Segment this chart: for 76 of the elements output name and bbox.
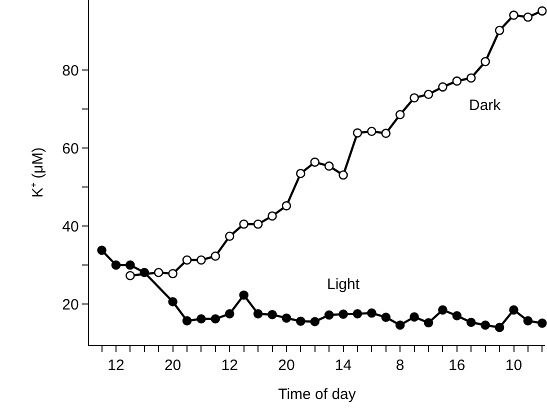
x-tick-label: 16 — [448, 357, 466, 374]
point — [480, 56, 490, 66]
series-label: Light — [327, 276, 360, 293]
point — [410, 312, 419, 322]
point — [480, 320, 490, 330]
point — [268, 310, 277, 320]
point — [466, 318, 476, 328]
point — [367, 308, 376, 318]
point — [509, 10, 518, 20]
point — [224, 232, 234, 241]
point — [523, 12, 533, 22]
point — [494, 26, 504, 36]
point — [140, 268, 150, 278]
point — [111, 260, 121, 270]
x-tick-label: 12 — [221, 357, 238, 374]
point — [509, 305, 518, 315]
point — [126, 260, 135, 270]
point — [324, 161, 334, 171]
point — [126, 270, 135, 280]
point — [410, 93, 419, 102]
point — [310, 316, 320, 326]
y-tick-label: 40 — [62, 218, 79, 236]
x-tick-label: 8 — [396, 357, 404, 374]
x-tick-label: 14 — [334, 357, 352, 374]
point — [494, 322, 504, 332]
point — [452, 76, 462, 86]
point — [538, 318, 547, 328]
point — [523, 316, 533, 326]
point — [182, 316, 192, 326]
point — [324, 310, 334, 320]
y-tick-label: 20 — [62, 296, 79, 314]
point — [438, 305, 448, 315]
point — [466, 73, 476, 83]
point — [438, 82, 448, 92]
point — [395, 320, 405, 330]
point — [424, 318, 434, 328]
point — [253, 309, 263, 318]
point — [352, 309, 362, 318]
y-tick-label: 80 — [62, 62, 79, 80]
point — [210, 314, 220, 324]
x-tick-label: 10 — [505, 357, 522, 374]
point — [538, 6, 547, 16]
series-label: Dark — [469, 97, 502, 114]
point — [168, 297, 178, 306]
point — [268, 211, 277, 221]
point — [210, 251, 220, 261]
point — [381, 128, 391, 138]
point — [452, 311, 462, 320]
point — [367, 126, 376, 136]
point — [224, 309, 234, 318]
point — [239, 290, 248, 300]
point — [310, 158, 320, 167]
y-tick-label: 60 — [62, 140, 79, 158]
y-axis-title: K⁺ (μM) — [29, 147, 46, 198]
point — [338, 170, 348, 180]
point — [154, 268, 164, 278]
point — [424, 90, 434, 99]
point — [253, 220, 263, 229]
point — [296, 316, 306, 326]
point — [168, 269, 178, 278]
x-tick-label: 20 — [278, 357, 295, 374]
x-tick-label: 20 — [164, 357, 182, 374]
point — [182, 255, 192, 265]
point — [395, 110, 405, 120]
point — [352, 128, 362, 138]
point — [196, 314, 206, 324]
point — [282, 201, 292, 210]
x-axis-title: Time of day — [278, 386, 356, 404]
point — [97, 246, 106, 255]
point — [196, 255, 206, 265]
point — [381, 312, 391, 322]
x-tick-label: 12 — [108, 357, 124, 374]
point — [338, 310, 348, 319]
point — [282, 313, 292, 323]
point — [296, 168, 306, 178]
point — [239, 220, 248, 229]
